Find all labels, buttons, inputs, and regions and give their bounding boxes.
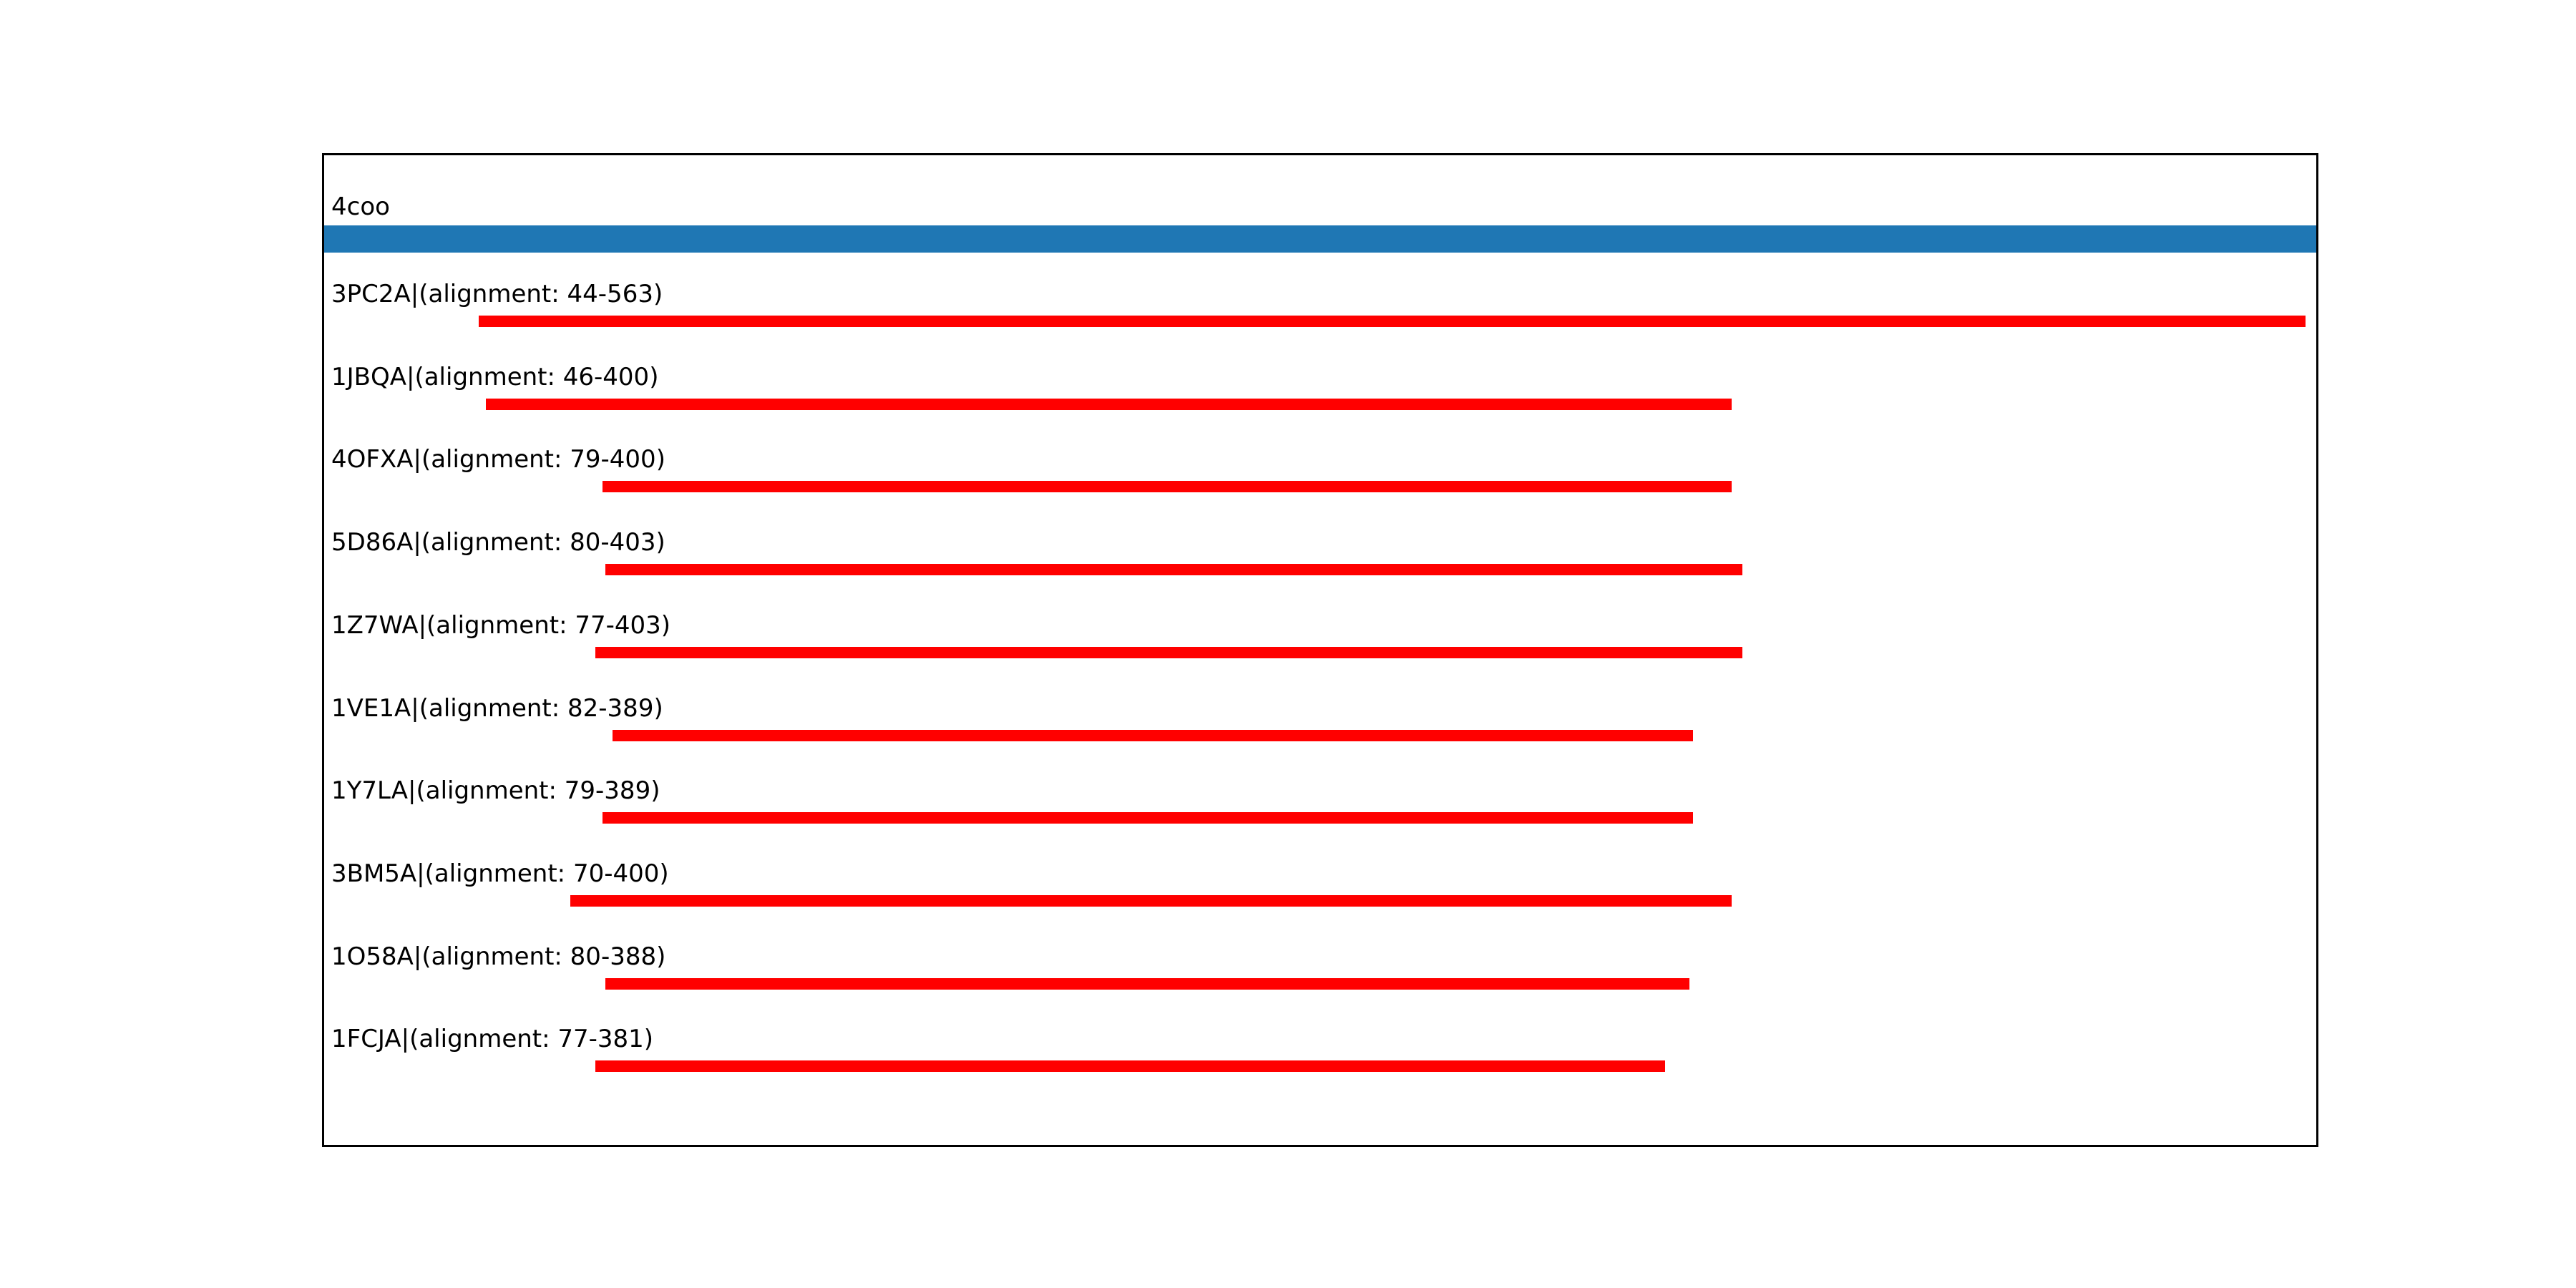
hit-row: 3PC2A|(alignment: 44-563)	[324, 280, 2316, 330]
hit-row: 1Y7LA|(alignment: 79-389)	[324, 776, 2316, 826]
hit-alignment-bar	[602, 481, 1732, 492]
hit-label: 5D86A|(alignment: 80-403)	[331, 528, 665, 557]
hit-label: 3PC2A|(alignment: 44-563)	[331, 280, 663, 308]
hit-alignment-bar	[602, 812, 1694, 824]
query-label: 4coo	[331, 192, 390, 221]
hit-row: 1VE1A|(alignment: 82-389)	[324, 694, 2316, 744]
hit-alignment-bar	[605, 978, 1690, 990]
hit-label: 3BM5A|(alignment: 70-400)	[331, 859, 669, 888]
hit-alignment-bar	[605, 564, 1743, 575]
plot-area: 4coo 3PC2A|(alignment: 44-563) 1JBQA|(ali…	[322, 153, 2318, 1147]
hit-label: 4OFXA|(alignment: 79-400)	[331, 445, 665, 474]
hit-alignment-bar	[570, 895, 1732, 907]
hit-label: 1VE1A|(alignment: 82-389)	[331, 694, 663, 723]
hit-row: 1O58A|(alignment: 80-388)	[324, 942, 2316, 992]
hit-label: 1O58A|(alignment: 80-388)	[331, 942, 666, 971]
hit-label: 1JBQA|(alignment: 46-400)	[331, 363, 659, 391]
hit-label: 1Y7LA|(alignment: 79-389)	[331, 776, 660, 805]
hit-alignment-bar	[486, 399, 1732, 410]
hit-row: 5D86A|(alignment: 80-403)	[324, 528, 2316, 578]
query-coverage-bar	[324, 225, 2316, 253]
hit-row: 1Z7WA|(alignment: 77-403)	[324, 611, 2316, 661]
hit-label: 1Z7WA|(alignment: 77-403)	[331, 611, 671, 640]
hit-alignment-bar	[595, 1060, 1666, 1072]
hit-row: 1JBQA|(alignment: 46-400)	[324, 363, 2316, 413]
hit-row: 1FCJA|(alignment: 77-381)	[324, 1025, 2316, 1075]
hit-alignment-bar	[613, 730, 1694, 741]
hit-alignment-bar	[595, 647, 1743, 658]
hit-row: 4OFXA|(alignment: 79-400)	[324, 445, 2316, 495]
hit-alignment-bar	[479, 316, 2306, 327]
hit-label: 1FCJA|(alignment: 77-381)	[331, 1025, 654, 1053]
hit-row: 3BM5A|(alignment: 70-400)	[324, 859, 2316, 909]
